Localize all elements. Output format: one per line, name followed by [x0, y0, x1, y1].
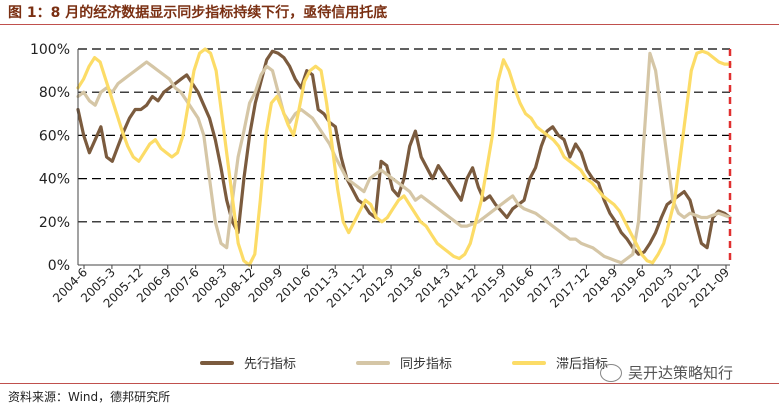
legend-item-lag: 滞后指标 — [512, 353, 608, 372]
source-note: 资料来源：Wind，德邦研究所 — [8, 390, 171, 404]
y-tick-label: 0% — [48, 258, 70, 274]
legend-swatch-lead — [200, 360, 234, 365]
watermark: 吴开达策略知行 — [600, 362, 733, 383]
legend-swatch-lag — [512, 360, 547, 365]
series-line-0 — [76, 49, 732, 256]
legend-item-lead: 先行指标 — [200, 353, 296, 372]
y-tick-label: 20% — [39, 215, 70, 231]
series-line-1 — [76, 51, 732, 265]
y-tick-label: 60% — [39, 128, 70, 144]
chart-title: 图 1：8 月的经济数据显示同步指标持续下行，亟待信用托底 — [8, 5, 388, 21]
y-tick-label: 40% — [39, 172, 70, 188]
y-tick-label: 100% — [30, 42, 70, 58]
legend-item-sync: 同步指标 — [356, 353, 452, 372]
wechat-icon — [600, 363, 622, 382]
title-divider — [0, 24, 779, 25]
footer-divider — [0, 383, 779, 384]
legend: 先行指标 同步指标 滞后指标 — [200, 353, 608, 372]
legend-label-sync: 同步指标 — [400, 357, 453, 372]
series-line-2 — [76, 47, 732, 267]
watermark-text: 吴开达策略知行 — [628, 364, 734, 382]
series-layer — [76, 47, 732, 267]
line-chart: 0%20%40%60%80%100%2004-62005-32005-12200… — [30, 42, 732, 311]
legend-label-lead: 先行指标 — [244, 357, 297, 372]
legend-label-lag: 滞后指标 — [556, 357, 609, 372]
legend-swatch-sync — [356, 360, 391, 365]
y-tick-label: 80% — [39, 85, 70, 101]
